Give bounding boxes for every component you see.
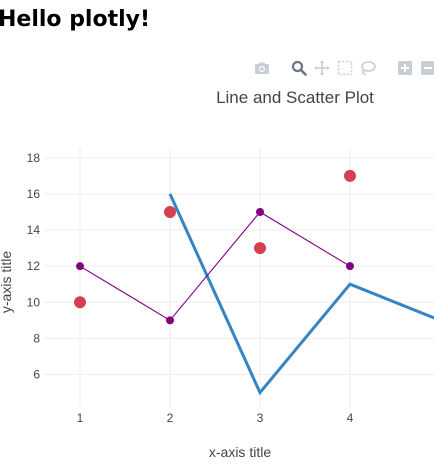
data-point[interactable] xyxy=(344,169,356,182)
y-tick-label: 10 xyxy=(27,295,41,309)
y-axis-title: y-axis title xyxy=(0,251,14,313)
y-tick-label: 8 xyxy=(33,331,40,345)
y-tick-label: 18 xyxy=(27,151,41,165)
plot-title: Line and Scatter Plot xyxy=(216,88,374,107)
grid-layer xyxy=(44,147,434,407)
zoom-in-icon[interactable] xyxy=(395,58,415,78)
lasso-icon[interactable] xyxy=(358,58,378,78)
series-2 xyxy=(168,193,434,396)
page-heading: Hello plotly! xyxy=(0,7,151,32)
series-3 xyxy=(76,208,354,325)
box-select-icon[interactable] xyxy=(335,58,355,78)
data-point[interactable] xyxy=(256,208,264,216)
data-point[interactable] xyxy=(346,262,354,271)
series-layer xyxy=(74,169,434,396)
data-point[interactable] xyxy=(164,206,176,218)
data-point[interactable] xyxy=(254,242,266,255)
series-1 xyxy=(74,169,356,309)
camera-icon[interactable] xyxy=(252,58,272,78)
x-axis-title: x-axis title xyxy=(209,444,271,460)
series-line xyxy=(79,211,351,322)
tick-layer: 12345681012141618 xyxy=(27,151,354,425)
x-tick-label: 2 xyxy=(167,411,174,425)
pan-icon[interactable] xyxy=(312,58,332,78)
zoom-icon[interactable] xyxy=(289,58,309,78)
plot-modebar xyxy=(252,58,434,78)
x-tick-label: 1 xyxy=(77,411,84,425)
y-tick-label: 12 xyxy=(27,259,41,273)
series-line xyxy=(168,193,434,396)
y-tick-label: 16 xyxy=(27,187,41,201)
x-tick-label: 3 xyxy=(257,411,264,425)
x-tick-label: 4 xyxy=(347,411,354,425)
y-tick-label: 6 xyxy=(33,368,40,382)
y-tick-label: 14 xyxy=(27,223,41,237)
data-point[interactable] xyxy=(76,262,84,271)
data-point[interactable] xyxy=(74,296,86,309)
data-point[interactable] xyxy=(166,316,174,325)
zoom-out-icon[interactable] xyxy=(418,58,434,78)
